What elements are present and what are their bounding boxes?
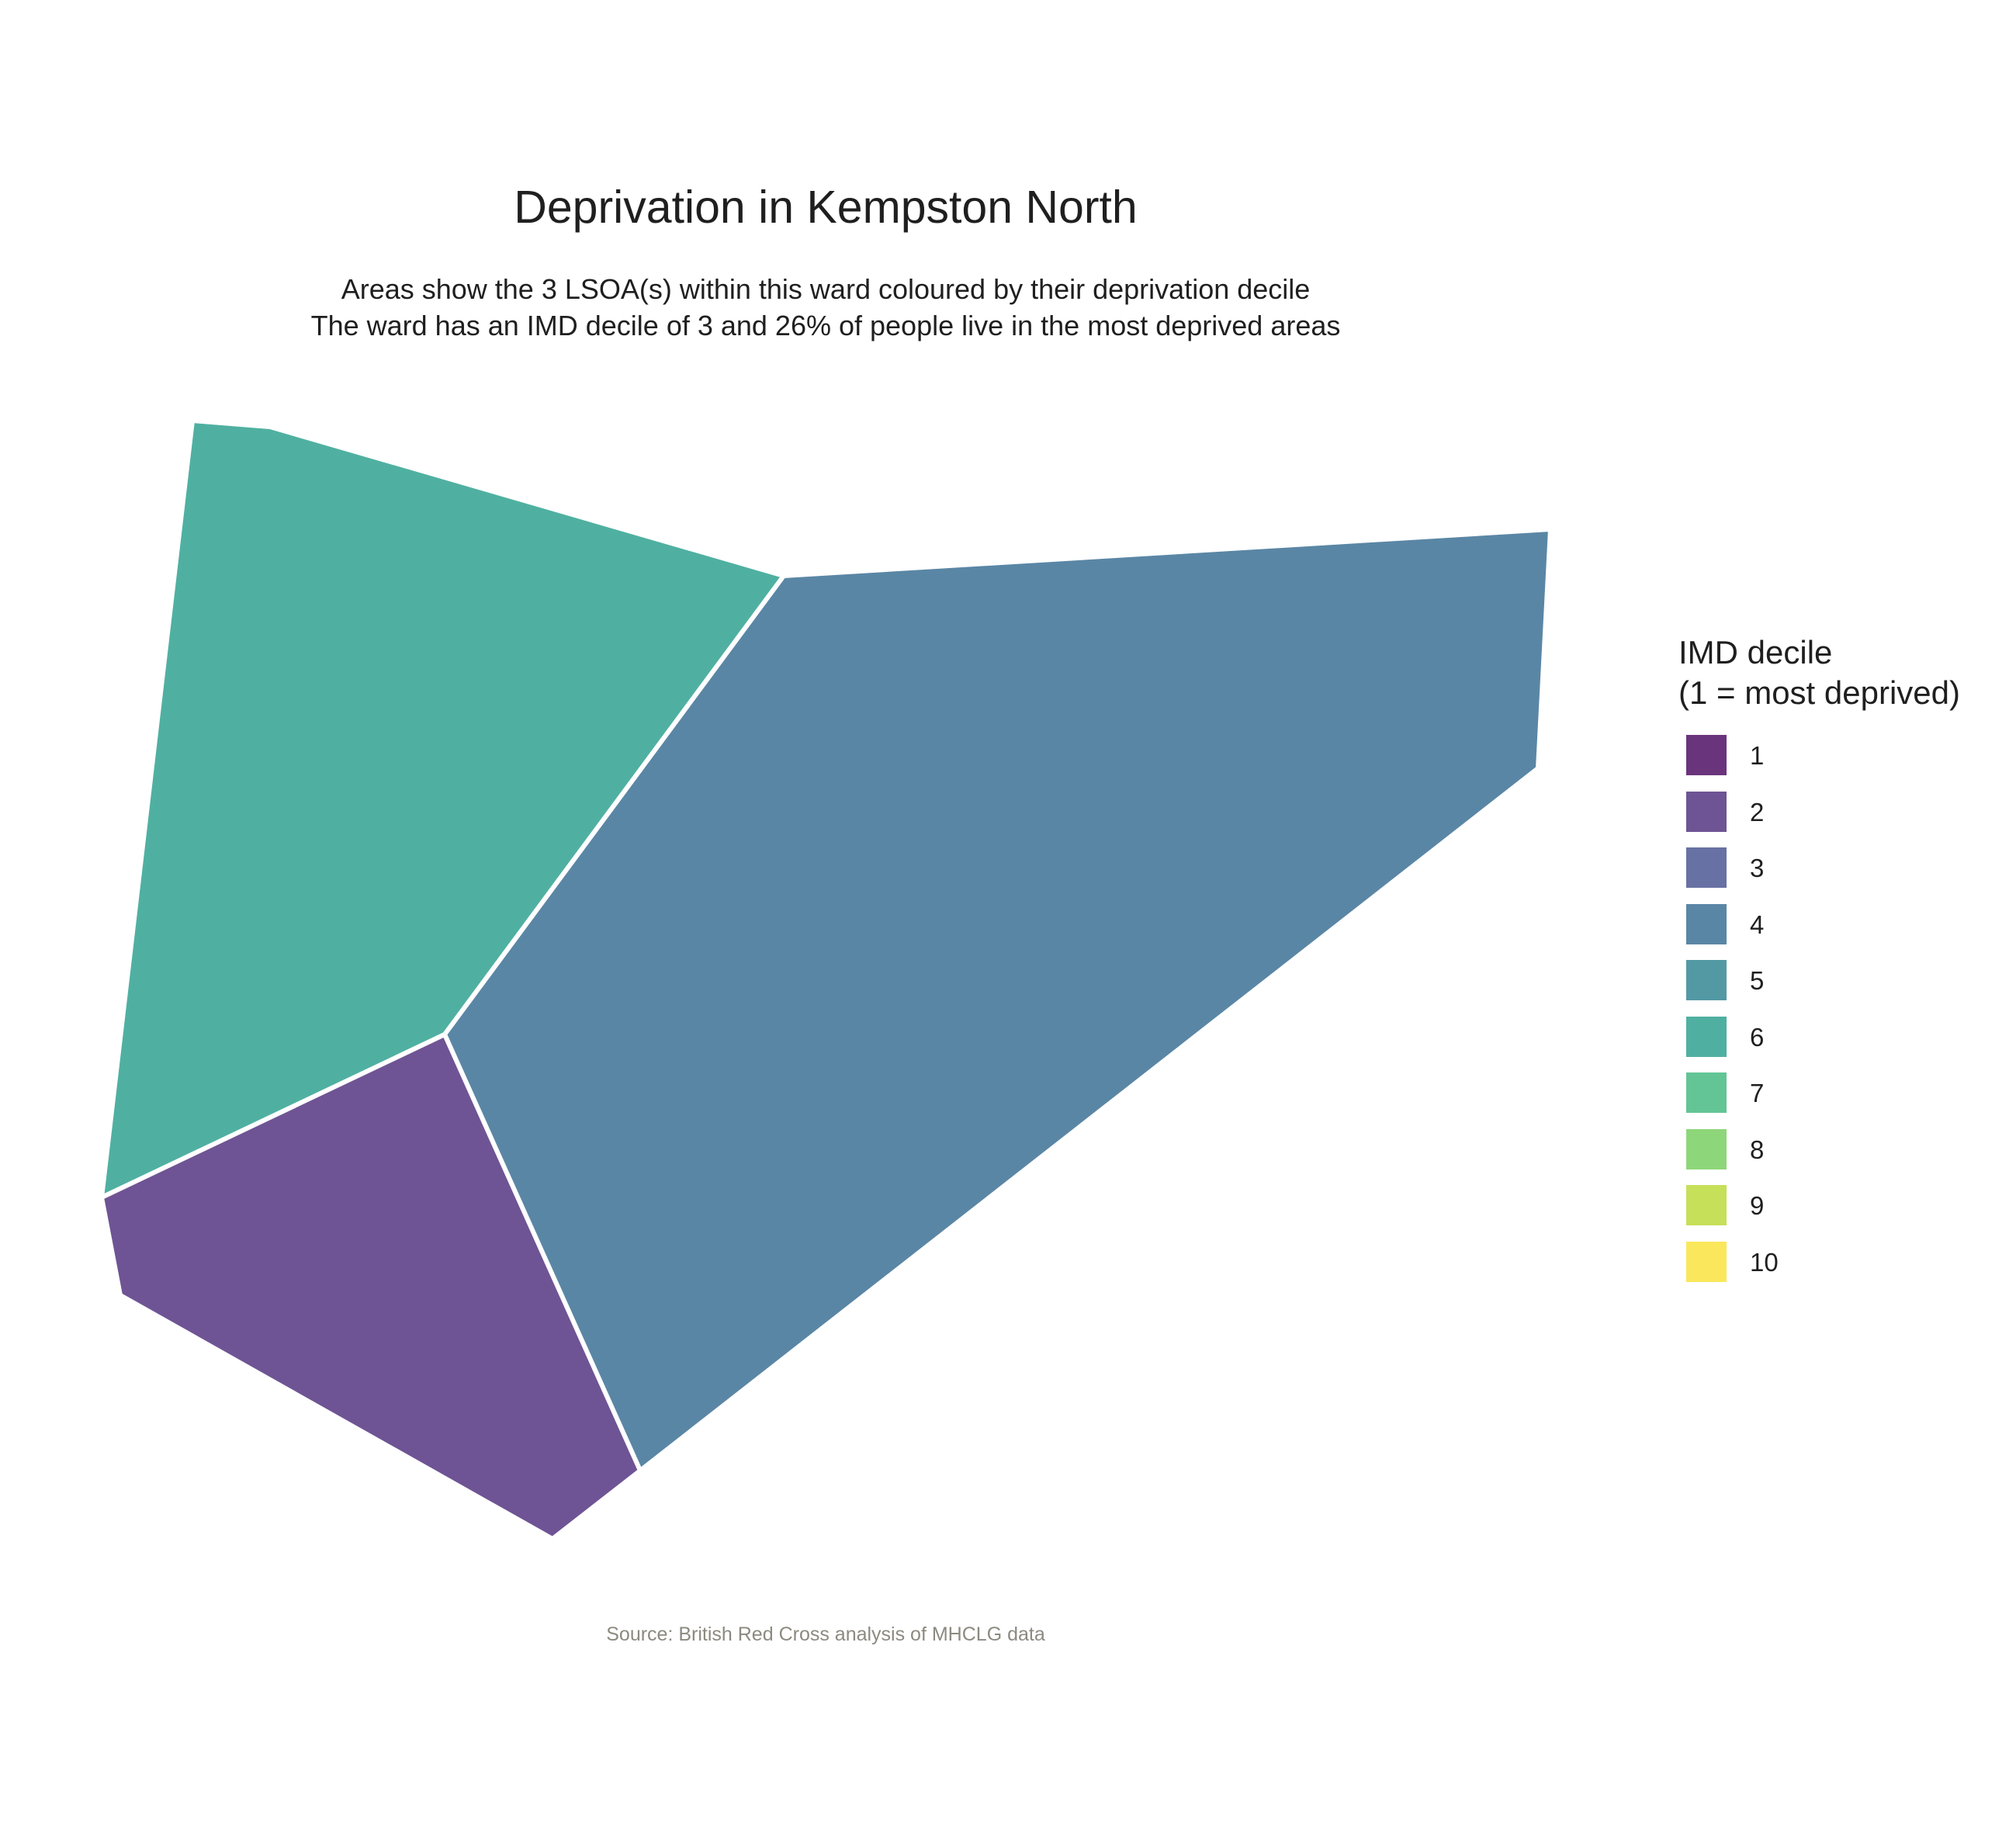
- legend-label: 3: [1750, 854, 1765, 882]
- legend-item-6: 6: [1678, 1016, 1960, 1073]
- legend-swatch: [1686, 847, 1727, 888]
- legend-title-line-2: (1 = most deprived): [1678, 674, 1960, 711]
- legend-swatch: [1686, 903, 1727, 944]
- legend-swatch: [1686, 791, 1727, 832]
- legend-label: 7: [1750, 1079, 1765, 1107]
- legend-title: IMD decile (1 = most deprived): [1678, 632, 1960, 713]
- legend-item-3: 3: [1678, 847, 1960, 904]
- legend-label: 8: [1750, 1135, 1765, 1164]
- source-caption: Source: British Red Cross analysis of MH…: [606, 1623, 1045, 1645]
- legend-item-1: 1: [1678, 735, 1960, 792]
- legend-item-9: 9: [1678, 1185, 1960, 1242]
- legend: IMD decile (1 = most deprived) 1 2 3 4 5…: [1678, 632, 1960, 1298]
- legend-swatch: [1686, 960, 1727, 1000]
- legend-swatch: [1686, 1072, 1727, 1113]
- legend-swatch: [1686, 1241, 1727, 1282]
- legend-label: 1: [1750, 741, 1765, 770]
- legend-label: 5: [1750, 966, 1765, 995]
- legend-item-5: 5: [1678, 960, 1960, 1017]
- chart-title: Deprivation in Kempston North: [514, 182, 1138, 233]
- legend-label: 6: [1750, 1022, 1765, 1052]
- lsoa-area-decile-2[interactable]: [99, 1032, 643, 1541]
- chart-subtitle-line-1: Areas show the 3 LSOA(s) within this war…: [341, 273, 1311, 305]
- legend-label: 10: [1750, 1247, 1779, 1277]
- legend-swatch: [1686, 735, 1727, 775]
- legend-label: 4: [1750, 910, 1765, 939]
- legend-items: 1 2 3 4 5 6 7 8: [1678, 735, 1960, 1298]
- legend-swatch: [1686, 1016, 1727, 1057]
- legend-item-4: 4: [1678, 903, 1960, 961]
- legend-swatch: [1686, 1128, 1727, 1169]
- chart-subtitle-line-2: The ward has an IMD decile of 3 and 26% …: [310, 310, 1341, 341]
- legend-swatch: [1686, 1185, 1727, 1225]
- legend-item-7: 7: [1678, 1072, 1960, 1129]
- legend-title-line-1: IMD decile: [1678, 634, 1833, 670]
- legend-item-2: 2: [1678, 791, 1960, 848]
- legend-label: 2: [1750, 797, 1765, 826]
- legend-label: 9: [1750, 1191, 1765, 1220]
- lsoa-area-decile-4[interactable]: [442, 527, 1553, 1473]
- legend-item-10: 10: [1678, 1241, 1960, 1298]
- legend-item-8: 8: [1678, 1128, 1960, 1186]
